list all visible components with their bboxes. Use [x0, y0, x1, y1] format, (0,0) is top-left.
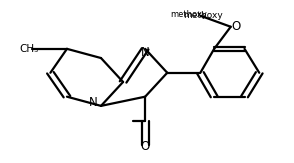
Text: methoxy: methoxy [183, 11, 223, 20]
Text: N: N [89, 96, 98, 109]
Text: methoxy: methoxy [170, 10, 207, 19]
Text: O: O [231, 20, 240, 33]
Text: O: O [141, 141, 150, 154]
Text: N: N [141, 46, 150, 59]
Text: CH₃: CH₃ [19, 44, 39, 54]
